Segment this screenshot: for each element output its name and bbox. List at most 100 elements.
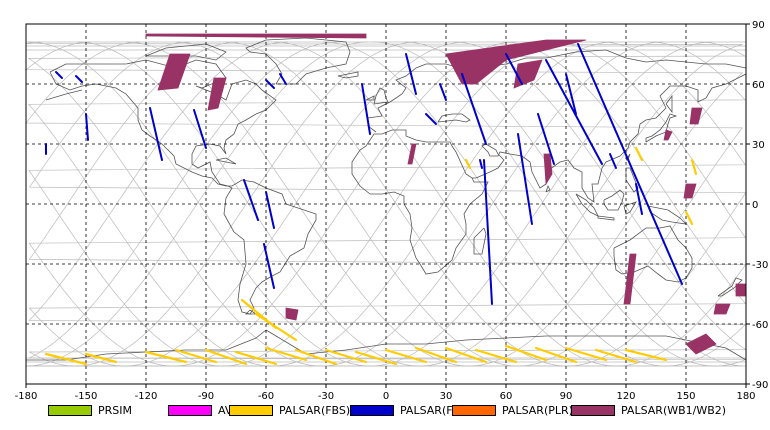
coastline [26,329,267,361]
y-tick-label: -30 [752,260,768,271]
coastline [245,37,351,85]
legend-label: PALSAR(WB1/WB2) [621,404,727,417]
orbit-track [75,41,418,367]
fbs-swath [684,210,694,226]
wb-swath [407,143,417,165]
legend-swatch [571,405,615,416]
x-tick-label: -60 [258,391,274,400]
legend-swatch [452,405,496,416]
fbd-swath [517,133,533,225]
fbd-swath [425,113,437,125]
fbd-swath [149,107,163,161]
fbs-swath [264,346,308,362]
coastline [245,309,258,315]
fbd-swath [439,83,447,101]
wb-swath [145,33,367,39]
fbd-swath [265,79,275,89]
wb-swath [157,53,191,91]
y-tick-label: 90 [752,20,765,31]
fbd-swath [483,159,493,305]
orbit-track [321,41,664,367]
fbd-swath [75,75,83,83]
coastline [373,87,389,105]
fbd-swath [505,53,523,85]
legend-label: PRSIM [98,404,132,417]
fbs-swath [144,350,188,364]
fbs-swath [564,346,608,362]
x-tick-label: -90 [198,391,214,400]
fbd-swath [263,243,275,289]
fbs-swath [384,348,428,364]
wb-swath [207,77,227,111]
coastline [625,167,639,193]
fbd-swath [85,113,89,141]
legend-item: PALSAR(FBS) [229,404,350,417]
fbs-swath [444,346,488,364]
fbs-swath [234,350,278,366]
x-tick-label: 0 [383,391,389,400]
wb-swath [543,153,553,186]
x-axis-ticks: -180 -150 -120 -90 -60 -30 0 30 60 90 120 150 180 [15,384,756,400]
y-tick-label: -60 [752,320,768,331]
coastline [597,215,615,221]
wb-swath [285,307,299,321]
coastline [351,73,747,275]
fbs-swath [594,348,638,364]
wb-swath [713,303,731,315]
coastline [337,71,359,79]
fbs-swath [690,158,698,176]
fbd-swath [361,83,371,135]
coastline [603,189,625,211]
fbs-swath [174,348,218,364]
fbd-swath [479,159,483,169]
wb-coverage [145,33,747,355]
legend-swatch [229,405,273,416]
y-tick-label: 0 [752,200,758,211]
legend-swatch [168,405,212,416]
wb-swath [685,333,717,355]
x-tick-label: 180 [736,391,755,400]
x-tick-label: 60 [500,391,513,400]
coastline [45,89,83,101]
fbd-swath [265,191,275,229]
legend-swatch [48,405,92,416]
wb-swath [663,129,673,141]
coastlines [26,37,747,361]
orbit-track [28,41,747,367]
y-tick-label: 60 [752,80,765,91]
coastline [473,227,487,255]
x-tick-label: -120 [135,391,158,400]
coastline [365,95,375,101]
coastline [49,59,317,315]
coastline [215,157,237,165]
x-tick-label: -30 [318,391,334,400]
x-tick-label: -180 [15,391,38,400]
legend-item: PALSAR(WB1/WB2) [571,404,726,417]
fbs-swath [354,350,398,366]
legend-label: PALSAR(FBS) [279,404,351,417]
fbs-swath [624,348,668,362]
fbs-swath [240,298,278,330]
fbs-swath [504,344,548,362]
x-tick-label: 150 [676,391,695,400]
fbd-swath [55,71,63,79]
wb-swath [735,283,747,297]
x-tick-label: 30 [440,391,453,400]
orbit-track [274,41,617,367]
fbs-swath [324,348,368,364]
fbd-swath [193,109,207,149]
fbs-swath [474,348,518,364]
wb-swath [623,253,637,305]
legend-item: PALSAR(PLR) [452,404,573,417]
coastline [545,184,551,193]
fbs-swath [294,348,338,366]
fbs-swath [464,158,472,170]
x-tick-label: -150 [75,391,98,400]
fbs-swath [634,146,644,162]
coastline [717,277,743,297]
coastline [145,43,227,61]
x-tick-label: 120 [616,391,635,400]
x-tick-label: 90 [560,391,573,400]
fbs-swath [414,346,458,364]
legend-label: PALSAR(PLR) [502,404,573,417]
